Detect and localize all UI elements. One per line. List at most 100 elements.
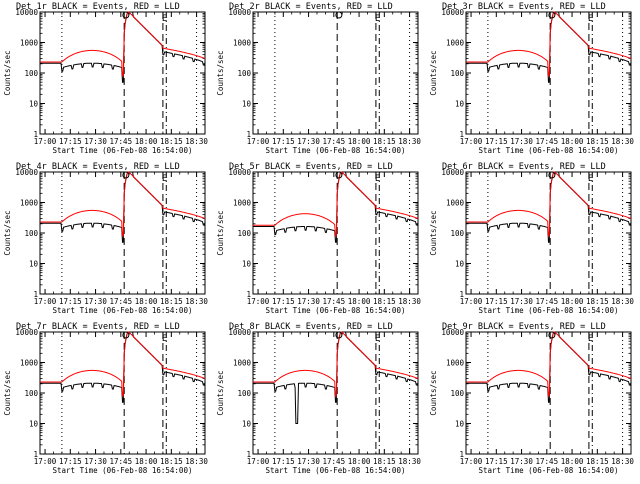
lld-series-line xyxy=(253,171,419,237)
marker-e: E xyxy=(375,334,380,344)
x-tick-label: 18:00 xyxy=(135,137,158,146)
x-tick-label: 18:30 xyxy=(611,457,634,466)
y-tick-label: 10 xyxy=(455,260,465,269)
x-tick-label: 17:00 xyxy=(34,137,57,146)
x-tick-label: 18:00 xyxy=(348,297,371,306)
y-tick-label: 1 xyxy=(33,450,38,459)
y-tick-label: 10000 xyxy=(15,328,38,337)
x-tick-label: 17:30 xyxy=(510,457,533,466)
y-tick-label: 100 xyxy=(237,389,251,398)
x-tick-label: 17:15 xyxy=(272,137,295,146)
marker-e: E xyxy=(162,334,167,344)
x-tick-label: 17:45 xyxy=(536,297,559,306)
events-series-line xyxy=(40,11,206,83)
events-series-line xyxy=(253,331,419,424)
x-tick-label: 18:15 xyxy=(160,297,183,306)
y-axis-label: Counts/sec xyxy=(3,50,12,95)
x-axis-label: Start Time (06-Feb-08 16:54:00) xyxy=(266,146,406,155)
x-tick-label: 17:00 xyxy=(247,297,270,306)
x-tick-label: 17:15 xyxy=(485,457,508,466)
y-axis-label: Counts/sec xyxy=(216,50,225,95)
marker-o xyxy=(335,171,343,179)
lld-series-line xyxy=(466,11,632,77)
panel-title: Det 2r BLACK = Events, RED = LLD xyxy=(229,2,393,12)
y-tick-label: 1000 xyxy=(233,39,252,48)
events-series-line xyxy=(466,11,632,83)
x-tick-label: 18:15 xyxy=(373,457,396,466)
x-tick-label: 17:45 xyxy=(110,137,133,146)
y-axis-label: Counts/sec xyxy=(216,210,225,255)
x-tick-label: 18:30 xyxy=(185,457,208,466)
marker-e: E xyxy=(375,174,380,184)
lld-series-line xyxy=(40,331,206,397)
x-tick-label: 18:00 xyxy=(135,457,158,466)
x-axis-label: Start Time (06-Feb-08 16:54:00) xyxy=(53,146,193,155)
x-tick-label: 18:30 xyxy=(611,297,634,306)
y-tick-label: 10000 xyxy=(228,328,251,337)
y-axis-label: Counts/sec xyxy=(429,210,438,255)
plot-frame xyxy=(252,11,419,135)
events-series-line xyxy=(253,171,419,243)
x-tick-label: 17:30 xyxy=(510,137,533,146)
y-tick-label: 100 xyxy=(450,69,464,78)
x-tick-label: 18:15 xyxy=(586,137,609,146)
panel-det-6r: Det 6r BLACK = Events, RED = LLD 1 10 100 10… xyxy=(429,162,634,315)
marker-e: E xyxy=(375,14,380,24)
x-tick-label: 17:30 xyxy=(84,457,107,466)
y-tick-label: 1 xyxy=(33,290,38,299)
x-tick-label: 17:00 xyxy=(460,297,483,306)
marker-o xyxy=(335,331,343,339)
y-tick-label: 1000 xyxy=(233,199,252,208)
lld-series-line xyxy=(253,331,419,397)
marker-o xyxy=(548,331,556,339)
lld-series-line xyxy=(466,331,632,397)
x-tick-label: 17:15 xyxy=(59,457,82,466)
x-tick-label: 17:00 xyxy=(247,137,270,146)
y-tick-label: 100 xyxy=(24,69,38,78)
y-tick-label: 10000 xyxy=(441,8,464,17)
x-tick-label: 18:30 xyxy=(185,297,208,306)
y-tick-label: 100 xyxy=(237,69,251,78)
x-tick-label: 17:00 xyxy=(460,457,483,466)
y-tick-label: 1000 xyxy=(446,39,465,48)
y-tick-label: 1000 xyxy=(20,199,39,208)
x-tick-label: 17:45 xyxy=(110,457,133,466)
panel-title: Det 7r BLACK = Events, RED = LLD xyxy=(16,322,180,332)
x-tick-label: 18:00 xyxy=(561,137,584,146)
y-axis-label: Counts/sec xyxy=(3,370,12,415)
x-tick-label: 17:15 xyxy=(272,297,295,306)
y-tick-label: 1 xyxy=(246,450,251,459)
x-tick-label: 18:15 xyxy=(586,457,609,466)
lld-series-line xyxy=(40,171,206,237)
y-tick-label: 1 xyxy=(246,290,251,299)
x-tick-label: 18:00 xyxy=(348,457,371,466)
marker-e: E xyxy=(588,14,593,24)
x-tick-label: 18:15 xyxy=(160,457,183,466)
x-tick-label: 18:15 xyxy=(160,137,183,146)
x-tick-label: 17:45 xyxy=(110,297,133,306)
x-tick-label: 17:00 xyxy=(34,457,57,466)
x-axis-label: Start Time (06-Feb-08 16:54:00) xyxy=(479,306,619,315)
marker-o xyxy=(122,331,130,339)
x-tick-label: 17:45 xyxy=(323,457,346,466)
x-axis-label: Start Time (06-Feb-08 16:54:00) xyxy=(266,306,406,315)
y-axis-label: Counts/sec xyxy=(429,50,438,95)
x-tick-label: 17:45 xyxy=(323,297,346,306)
y-axis-label: Counts/sec xyxy=(216,370,225,415)
events-series-line xyxy=(40,331,206,403)
x-tick-label: 17:15 xyxy=(59,297,82,306)
y-tick-label: 100 xyxy=(237,229,251,238)
x-tick-label: 18:30 xyxy=(398,297,421,306)
x-tick-label: 17:15 xyxy=(485,297,508,306)
y-tick-label: 1000 xyxy=(446,199,465,208)
marker-o xyxy=(122,171,130,179)
marker-o xyxy=(548,11,556,19)
y-tick-label: 10 xyxy=(455,100,465,109)
marker-o xyxy=(548,171,556,179)
x-axis-label: Start Time (06-Feb-08 16:54:00) xyxy=(266,466,406,475)
x-axis-label: Start Time (06-Feb-08 16:54:00) xyxy=(479,466,619,475)
y-tick-label: 1000 xyxy=(233,359,252,368)
x-tick-label: 17:45 xyxy=(536,457,559,466)
x-tick-label: 18:00 xyxy=(561,457,584,466)
